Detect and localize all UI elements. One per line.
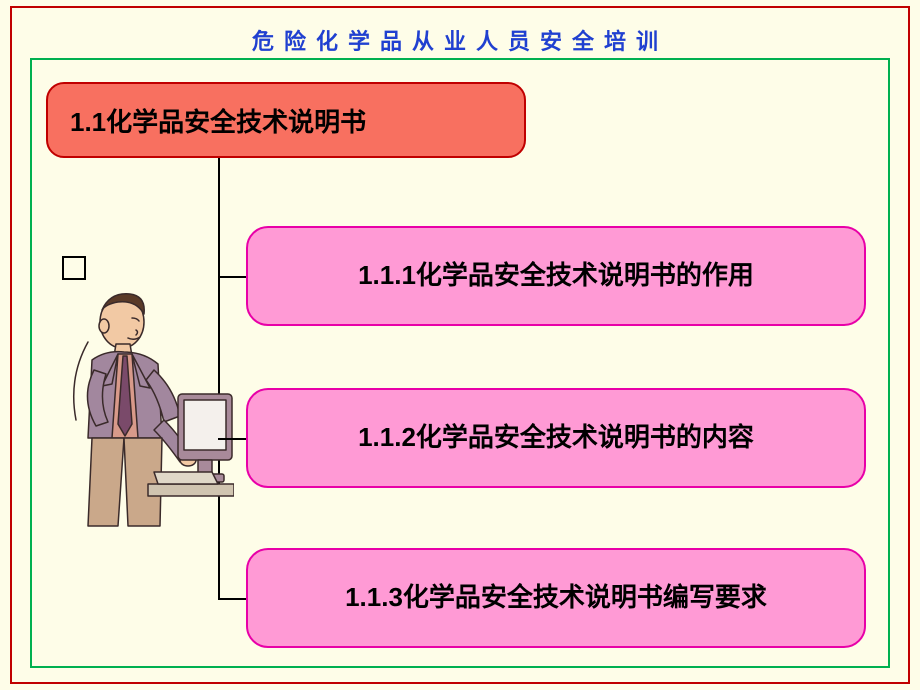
connector-branch-3 bbox=[218, 598, 246, 600]
bullet-icon bbox=[62, 256, 86, 280]
root-node: 1.1化学品安全技术说明书 bbox=[46, 82, 526, 158]
child-node-2: 1.1.2化学品安全技术说明书的内容 bbox=[246, 388, 866, 488]
child-node-1: 1.1.1化学品安全技术说明书的作用 bbox=[246, 226, 866, 326]
root-node-label: 1.1化学品安全技术说明书 bbox=[70, 102, 366, 139]
person-at-computer-icon bbox=[62, 288, 234, 536]
connector-branch-1 bbox=[218, 276, 246, 278]
child-node-label: 1.1.2化学品安全技术说明书的内容 bbox=[358, 420, 754, 455]
child-node-label: 1.1.1化学品安全技术说明书的作用 bbox=[358, 258, 754, 293]
page-title: 危险化学品从业人员安全培训 bbox=[0, 24, 920, 56]
child-node-3: 1.1.3化学品安全技术说明书编写要求 bbox=[246, 548, 866, 648]
child-node-label: 1.1.3化学品安全技术说明书编写要求 bbox=[345, 580, 767, 615]
connector-branch-2 bbox=[218, 438, 246, 440]
